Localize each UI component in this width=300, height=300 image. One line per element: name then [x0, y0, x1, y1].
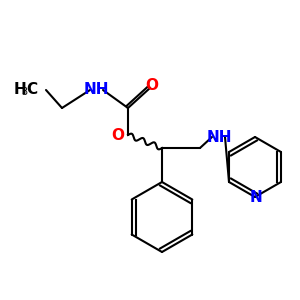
Text: NH: NH	[206, 130, 232, 145]
Text: NH: NH	[83, 82, 109, 98]
Text: 3: 3	[21, 87, 27, 97]
Text: O: O	[112, 128, 124, 142]
Text: H: H	[14, 82, 27, 98]
Text: C: C	[26, 82, 37, 98]
Text: O: O	[146, 79, 158, 94]
Text: N: N	[250, 190, 262, 205]
